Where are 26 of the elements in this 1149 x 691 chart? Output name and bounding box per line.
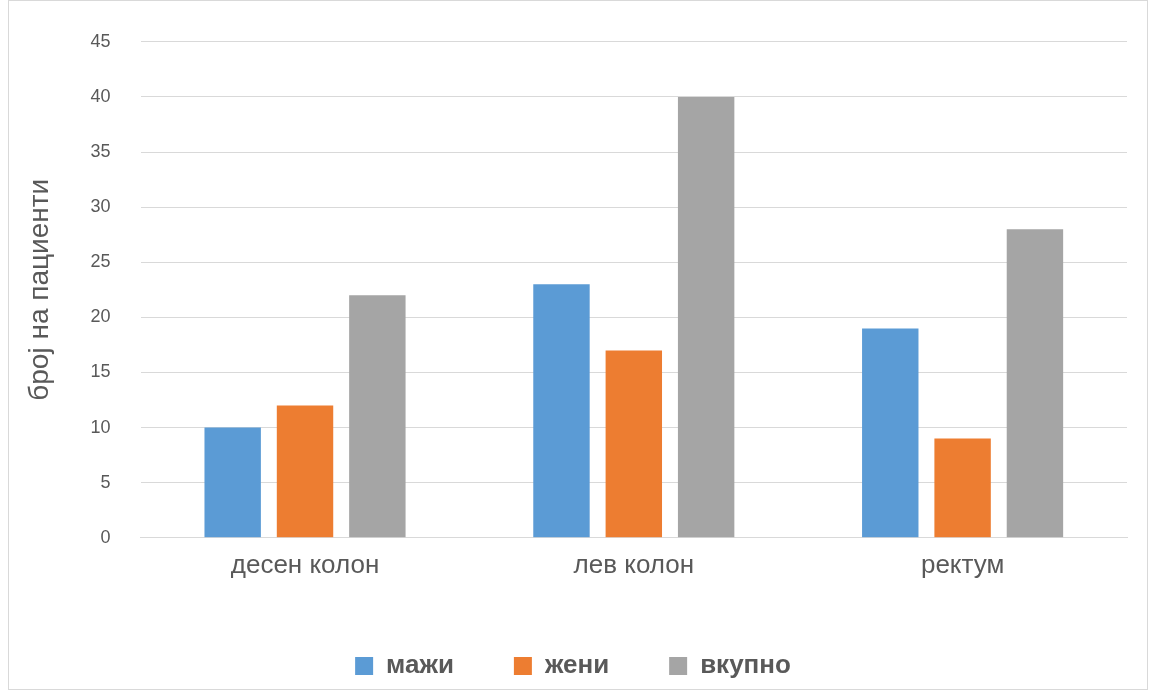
y-tick-label: 5: [100, 471, 111, 492]
bar: [605, 350, 663, 538]
bar: [533, 284, 590, 538]
bar: [677, 96, 735, 538]
x-tick-label: десен колон: [230, 548, 380, 579]
bar: [934, 438, 991, 538]
legend-label: мажи: [386, 649, 454, 680]
x-tick-label: лев колон: [573, 548, 695, 579]
y-tick-label: 45: [90, 30, 111, 51]
y-tick-label: 30: [90, 196, 111, 217]
y-tick-label: 15: [90, 361, 111, 382]
bar: [276, 405, 334, 538]
y-tick-label: 0: [100, 526, 111, 547]
y-tick-label: 10: [90, 416, 111, 437]
bar: [1006, 229, 1064, 538]
legend-label: жени: [543, 649, 610, 680]
y-tick-label: 25: [90, 251, 111, 272]
y-tick-label: 35: [90, 140, 111, 161]
y-axis-title: број на пациенти: [22, 178, 54, 401]
bar: [862, 328, 919, 538]
y-tick-label: 40: [90, 85, 111, 106]
legend-label: вкупно: [700, 649, 791, 680]
bar: [204, 427, 261, 538]
bar: [349, 295, 406, 538]
y-tick-label: 20: [90, 306, 111, 327]
x-tick-label: ректум: [920, 548, 1005, 579]
